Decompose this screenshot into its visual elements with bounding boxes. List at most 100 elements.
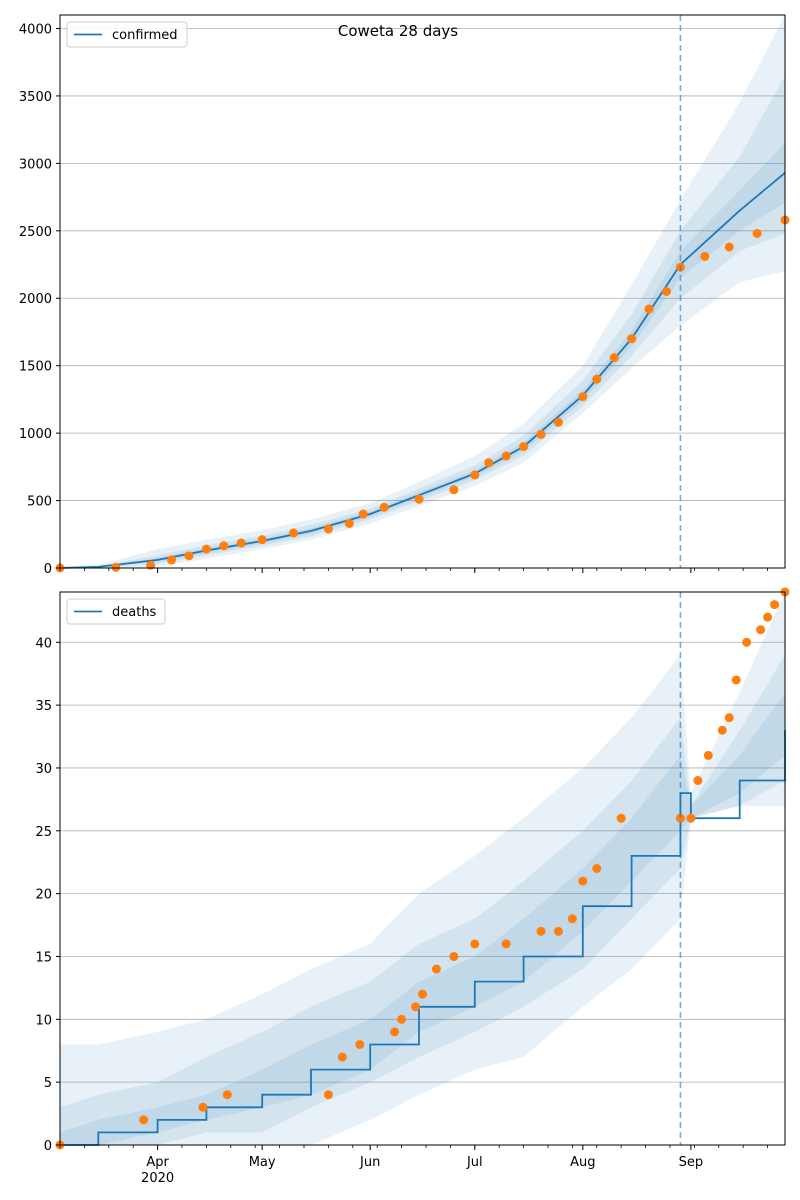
observed-point [411, 1002, 421, 1012]
legend-box [66, 598, 166, 625]
observed-point [693, 776, 703, 786]
observed-point [756, 625, 766, 635]
y-tick-label: 3500 [19, 90, 52, 105]
y-tick-label: 3000 [19, 157, 52, 172]
observed-point [536, 429, 546, 439]
y-tick-label: 25 [35, 825, 52, 840]
confirmed-panel: 0 500 1000 1500 2000 2500 3000 3500 4000 confirme… [19, 14, 790, 577]
observed-point [111, 562, 121, 572]
observed-point [592, 864, 602, 873]
observed-point [724, 713, 734, 723]
observed-point [501, 939, 511, 949]
x-tick-label: Jun [359, 1155, 380, 1170]
uncertainty-band [60, 15, 785, 568]
observed-point [703, 750, 713, 760]
observed-point [484, 458, 494, 468]
y-tick-label: 500 [27, 495, 52, 510]
observed-point [184, 551, 194, 561]
observed-point [414, 494, 424, 504]
observed-point [449, 951, 459, 961]
observed-point [323, 524, 333, 534]
x-tick-label: May [249, 1155, 276, 1170]
uncertainty-band [60, 654, 785, 1145]
observed-point [661, 287, 671, 296]
y-tick-label: 0 [44, 1139, 52, 1154]
observed-point [686, 813, 696, 823]
observed-point [390, 1027, 400, 1037]
observed-point [616, 813, 626, 823]
observed-point [289, 528, 299, 538]
y-tick-label: 10 [35, 1013, 52, 1028]
observed-point [257, 535, 267, 545]
y-tick-label: 5 [44, 1076, 52, 1091]
observed-point [418, 989, 427, 999]
observed-point [724, 242, 734, 252]
legend-label: confirmed [112, 28, 178, 43]
observed-point [470, 939, 480, 949]
observed-point [449, 485, 459, 495]
x-year-label: 2020 [141, 1171, 174, 1186]
observed-point [355, 1039, 365, 1049]
observed-point [627, 334, 637, 344]
observed-point [337, 1052, 347, 1062]
observed-point [770, 600, 780, 610]
observed-point [578, 876, 588, 886]
model-line [60, 730, 786, 1146]
observed-point [742, 637, 752, 647]
observed-point [198, 1102, 208, 1112]
y-tick-label: 0 [44, 562, 52, 577]
observed-point [222, 1090, 232, 1100]
observed-point [501, 451, 511, 461]
observed-point [236, 538, 246, 548]
y-tick-label: 2000 [19, 292, 52, 307]
observed-point [431, 964, 441, 974]
y-tick-label: 20 [35, 888, 52, 903]
observed-point [470, 470, 480, 480]
x-tick-label: Jul [466, 1155, 483, 1170]
axes-frame [59, 591, 786, 1146]
observed-point [609, 353, 619, 363]
y-tick-label: 15 [35, 950, 52, 965]
observed-point [519, 442, 529, 452]
legend-box [66, 21, 188, 48]
y-tick-label: 2500 [19, 225, 52, 240]
observed-point [358, 509, 368, 519]
y-tick-label: 1000 [19, 427, 52, 442]
observed-point [219, 541, 229, 551]
y-tick-label: 40 [35, 636, 52, 651]
observed-point [379, 502, 389, 512]
observed-point [553, 926, 563, 936]
deaths-panel: 0 5 10 15 20 25 30 35 40 Apr May Jun Jul Aug Sep 2020 de… [35, 587, 790, 1186]
y-tick-label: 35 [35, 699, 52, 714]
x-tick-label: Apr [146, 1155, 169, 1170]
observed-point [752, 229, 762, 239]
uncertainty-band [60, 75, 785, 568]
y-tick-label: 1500 [19, 360, 52, 375]
observed-point [344, 518, 354, 528]
axes-frame [59, 14, 786, 569]
observed-point [201, 544, 211, 554]
uncertainty-band [60, 592, 785, 1145]
observed-point [763, 612, 773, 622]
observed-point [675, 813, 685, 823]
observed-point [644, 304, 654, 314]
observed-point [567, 914, 577, 924]
observed-point [397, 1014, 407, 1024]
observed-point [553, 417, 563, 427]
observed-point [167, 555, 177, 565]
observed-point [700, 251, 710, 261]
observed-point [592, 374, 602, 384]
x-tick-label: Sep [679, 1155, 704, 1170]
observed-point [578, 392, 588, 402]
observed-point [536, 926, 546, 936]
observed-point [323, 1090, 333, 1100]
observed-point [139, 1115, 149, 1125]
observed-point [731, 675, 741, 685]
observed-point [717, 725, 727, 735]
legend-label: deaths [112, 605, 157, 620]
y-tick-label: 30 [35, 762, 52, 777]
y-tick-label: 4000 [19, 22, 52, 37]
x-tick-label: Aug [570, 1155, 595, 1170]
chart-title: Coweta 28 days [338, 22, 458, 40]
